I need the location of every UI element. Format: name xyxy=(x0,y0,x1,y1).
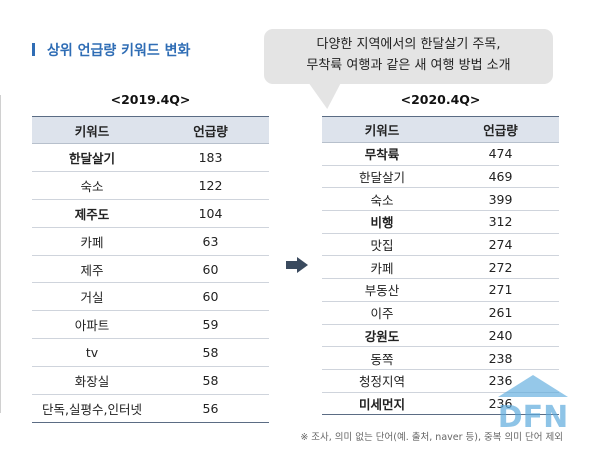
mentions-cell: 274 xyxy=(442,233,559,257)
table-row: 미세먼지 236 xyxy=(322,392,559,416)
table-row: 화장실 58 xyxy=(32,366,269,396)
table-row: 거실 60 xyxy=(32,282,269,312)
table-row: 카페 63 xyxy=(32,227,269,256)
mentions-cell: 261 xyxy=(442,301,559,325)
table-row: 카페 272 xyxy=(322,255,559,280)
table-row: 아파트 59 xyxy=(32,310,269,340)
keyword-cell: 미세먼지 xyxy=(322,392,442,416)
table-row: 단독,실평수,인터넷 56 xyxy=(32,394,269,423)
title-accent-bar xyxy=(32,43,35,56)
keyword-cell: 맛집 xyxy=(322,233,442,257)
table-row: 숙소 122 xyxy=(32,171,269,200)
keyword-cell: tv xyxy=(32,338,152,368)
mentions-cell: 60 xyxy=(152,282,269,312)
mentions-cell: 56 xyxy=(152,394,269,423)
mentions-cell: 58 xyxy=(152,338,269,368)
keyword-cell: 카페 xyxy=(32,227,152,256)
keyword-cell: 제주 xyxy=(32,255,152,284)
callout-line-1: 다양한 지역에서의 한달살기 주목, xyxy=(316,37,501,52)
mentions-cell: 122 xyxy=(152,171,269,200)
keyword-cell: 비행 xyxy=(322,210,442,234)
mentions-cell: 272 xyxy=(442,255,559,280)
table-row: 비행 312 xyxy=(322,210,559,234)
period-label-2020: <2020.4Q> xyxy=(400,92,481,107)
mentions-cell: 59 xyxy=(152,310,269,340)
column-header-mentions: 언급량 xyxy=(442,116,559,143)
keyword-table-2019: 키워드 언급량 한달살기 183 숙소 122 제주도 104 카페 63 제주 60 거실 60 아파… xyxy=(32,116,269,423)
keyword-cell: 한달살기 xyxy=(322,165,442,189)
callout-line-2: 무착륙 여행과 같은 새 여행 방법 소개 xyxy=(306,58,511,73)
mentions-cell: 58 xyxy=(152,366,269,396)
keyword-cell: 카페 xyxy=(322,255,442,280)
keyword-cell: 강원도 xyxy=(322,324,442,348)
left-divider-line xyxy=(0,95,1,413)
section-title: 상위 언급량 키워드 변화 xyxy=(32,40,190,60)
keyword-cell: 거실 xyxy=(32,282,152,312)
table-row: 제주 60 xyxy=(32,255,269,284)
keyword-cell: 숙소 xyxy=(32,171,152,200)
keyword-cell: 단독,실평수,인터넷 xyxy=(32,394,152,423)
table-row: 강원도 240 xyxy=(322,324,559,348)
keyword-table-2020: 키워드 언급량 무착륙 474 한달살기 469 숙소 399 비행 312 맛집 274 카페 27… xyxy=(322,116,559,416)
table-row: 무착륙 474 xyxy=(322,142,559,166)
column-header-keyword: 키워드 xyxy=(322,116,442,143)
dfn-logo-watermark: DFN xyxy=(498,375,569,433)
keyword-cell: 숙소 xyxy=(322,187,442,212)
watermark-text: DFN xyxy=(498,400,569,433)
keyword-cell: 무착륙 xyxy=(322,142,442,166)
keyword-cell: 부동산 xyxy=(322,278,442,302)
period-label-2019: <2019.4Q> xyxy=(110,92,191,107)
mentions-cell: 271 xyxy=(442,278,559,302)
keyword-cell: 한달살기 xyxy=(32,143,152,172)
table-row: 한달살기 183 xyxy=(32,143,269,172)
table-row: 맛집 274 xyxy=(322,233,559,257)
keyword-cell: 아파트 xyxy=(32,310,152,340)
keyword-cell: 이주 xyxy=(322,301,442,325)
mentions-cell: 469 xyxy=(442,165,559,189)
column-header-keyword: 키워드 xyxy=(32,116,152,144)
keyword-cell: 제주도 xyxy=(32,199,152,228)
callout-bubble: 다양한 지역에서의 한달살기 주목, 무착륙 여행과 같은 새 여행 방법 소개 xyxy=(264,29,553,84)
mentions-cell: 63 xyxy=(152,227,269,256)
mentions-cell: 240 xyxy=(442,324,559,348)
mentions-cell: 238 xyxy=(442,346,559,370)
keyword-cell: 동쪽 xyxy=(322,346,442,370)
section-title-text: 상위 언급량 키워드 변화 xyxy=(47,43,191,59)
mentions-cell: 312 xyxy=(442,210,559,234)
mentions-cell: 104 xyxy=(152,199,269,228)
keyword-cell: 화장실 xyxy=(32,366,152,396)
table-row: tv 58 xyxy=(32,338,269,368)
table-row: 이주 261 xyxy=(322,301,559,325)
column-header-mentions: 언급량 xyxy=(152,116,269,144)
table-row: 제주도 104 xyxy=(32,199,269,228)
footnote: ※ 조사, 의미 없는 단어(예. 출처, naver 등), 중복 의미 단어… xyxy=(300,432,563,443)
mentions-cell: 60 xyxy=(152,255,269,284)
table-header-row: 키워드 언급량 xyxy=(32,116,269,144)
table-row: 부동산 271 xyxy=(322,278,559,302)
mentions-cell: 399 xyxy=(442,187,559,212)
table-row: 동쪽 238 xyxy=(322,346,559,370)
mentions-cell: 183 xyxy=(152,143,269,172)
right-arrow-icon xyxy=(286,257,308,273)
mentions-cell: 474 xyxy=(442,142,559,166)
table-row: 한달살기 469 xyxy=(322,165,559,189)
table-row: 숙소 399 xyxy=(322,187,559,212)
table-header-row: 키워드 언급량 xyxy=(322,116,559,143)
keyword-cell: 청정지역 xyxy=(322,369,442,393)
mentions-cell: 236 xyxy=(442,392,559,416)
